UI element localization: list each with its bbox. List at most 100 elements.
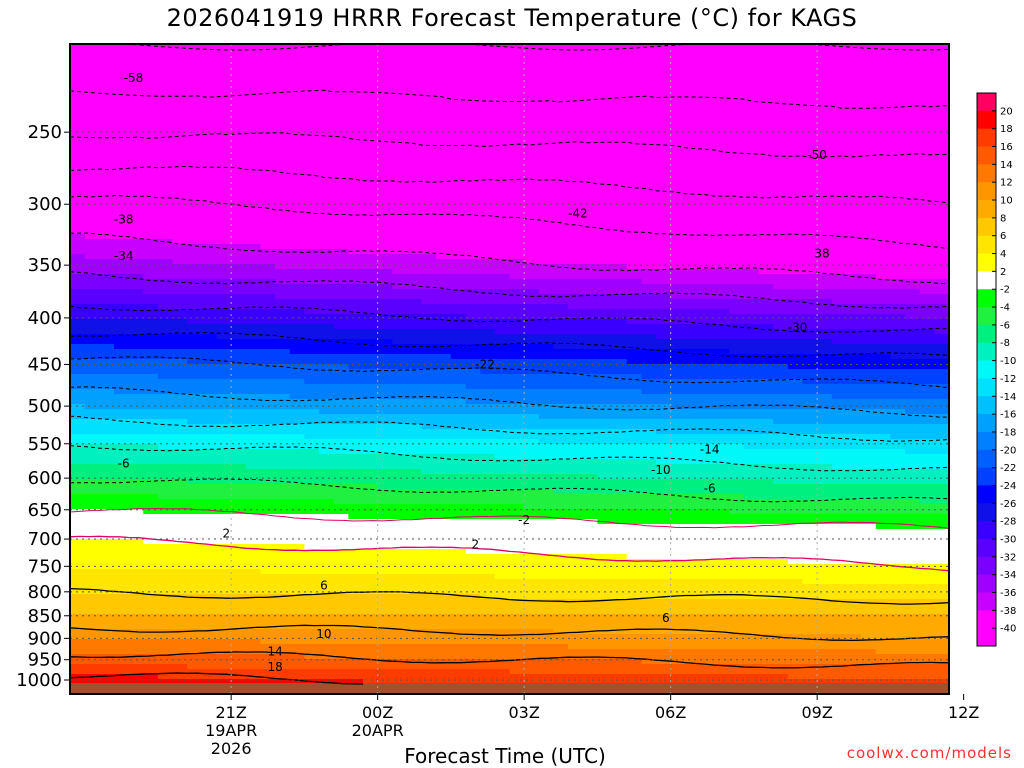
temperature-cell	[656, 114, 672, 120]
temperature-cell	[524, 264, 540, 270]
temperature-cell	[319, 44, 335, 50]
temperature-cell	[201, 44, 218, 50]
temperature-cell	[934, 74, 949, 80]
temperature-cell	[685, 324, 701, 330]
temperature-cell	[787, 314, 804, 320]
temperature-cell	[480, 399, 496, 405]
temperature-cell	[187, 69, 203, 75]
temperature-cell	[743, 319, 760, 325]
temperature-cell	[743, 49, 760, 55]
temperature-cell	[597, 414, 613, 420]
temperature-cell	[641, 129, 657, 135]
temperature-cell	[626, 49, 642, 55]
temperature-cell	[143, 164, 159, 170]
temperature-cell	[743, 154, 760, 160]
temperature-cell	[714, 379, 730, 385]
temperature-cell	[216, 314, 232, 320]
temperature-cell	[187, 279, 203, 285]
temperature-cell	[465, 234, 481, 240]
temperature-cell	[582, 354, 598, 360]
temperature-cell	[231, 134, 247, 140]
temperature-cell	[421, 444, 437, 450]
temperature-cell	[465, 404, 481, 410]
temperature-cell	[729, 314, 745, 320]
temperature-cell	[99, 269, 115, 275]
temperature-cell	[582, 74, 598, 80]
temperature-cell	[70, 324, 86, 330]
temperature-cell	[919, 44, 935, 50]
temperature-cell	[758, 269, 774, 275]
temperature-cell	[319, 419, 335, 425]
temperature-cell	[875, 374, 891, 380]
temperature-cell	[143, 94, 159, 100]
temperature-cell	[99, 259, 115, 265]
temperature-cell	[699, 399, 716, 405]
temperature-cell	[524, 79, 540, 85]
temperature-cell	[509, 249, 525, 255]
temperature-cell	[846, 119, 862, 125]
temperature-cell	[582, 309, 598, 315]
temperature-cell	[597, 169, 613, 175]
temperature-cell	[348, 244, 364, 250]
temperature-cell	[84, 239, 100, 245]
temperature-cell	[70, 344, 86, 350]
temperature-cell	[465, 439, 481, 445]
temperature-cell	[802, 89, 818, 95]
temperature-cell	[758, 354, 774, 360]
temperature-cell	[802, 229, 818, 235]
temperature-cell	[597, 234, 613, 240]
temperature-cell	[861, 294, 877, 300]
temperature-cell	[348, 394, 364, 400]
temperature-cell	[377, 134, 393, 140]
temperature-cell	[216, 374, 232, 380]
temperature-cell	[143, 429, 159, 435]
temperature-cell	[729, 389, 745, 395]
temperature-cell	[699, 159, 716, 165]
temperature-cell	[70, 124, 86, 130]
temperature-cell	[494, 304, 511, 310]
temperature-cell	[113, 119, 130, 125]
temperature-cell	[319, 264, 335, 270]
temperature-cell	[758, 434, 774, 440]
temperature-cell	[758, 369, 774, 375]
temperature-cell	[275, 114, 291, 120]
temperature-cell	[245, 254, 262, 260]
temperature-cell	[538, 389, 555, 395]
temperature-cell	[787, 294, 804, 300]
temperature-cell	[363, 439, 379, 445]
temperature-cell	[128, 379, 144, 385]
temperature-cell	[377, 49, 393, 55]
temperature-cell	[553, 334, 569, 340]
temperature-cell	[201, 409, 218, 415]
temperature-cell	[802, 284, 818, 290]
temperature-cell	[201, 109, 218, 115]
temperature-cell	[245, 284, 262, 290]
temperature-cell	[172, 329, 188, 335]
temperature-cell	[216, 209, 232, 215]
temperature-cell	[480, 454, 496, 460]
temperature-cell	[157, 384, 174, 390]
temperature-cell	[216, 74, 232, 80]
temperature-cell	[187, 59, 203, 65]
temperature-cell	[919, 444, 935, 450]
temperature-cell	[304, 104, 320, 110]
temperature-cell	[743, 234, 760, 240]
temperature-cell	[319, 329, 335, 335]
temperature-cell	[553, 64, 569, 70]
temperature-cell	[245, 454, 262, 460]
temperature-cell	[304, 149, 320, 155]
temperature-cell	[612, 294, 628, 300]
temperature-cell	[685, 149, 701, 155]
temperature-cell	[70, 209, 86, 215]
temperature-cell	[699, 439, 716, 445]
temperature-cell	[670, 204, 686, 210]
temperature-cell	[729, 454, 745, 460]
temperature-cell	[846, 179, 862, 185]
temperature-cell	[333, 134, 349, 140]
temperature-cell	[421, 319, 437, 325]
temperature-cell	[201, 89, 218, 95]
temperature-cell	[231, 279, 247, 285]
temperature-cell	[465, 69, 481, 75]
temperature-cell	[289, 394, 305, 400]
temperature-cell	[231, 379, 247, 385]
